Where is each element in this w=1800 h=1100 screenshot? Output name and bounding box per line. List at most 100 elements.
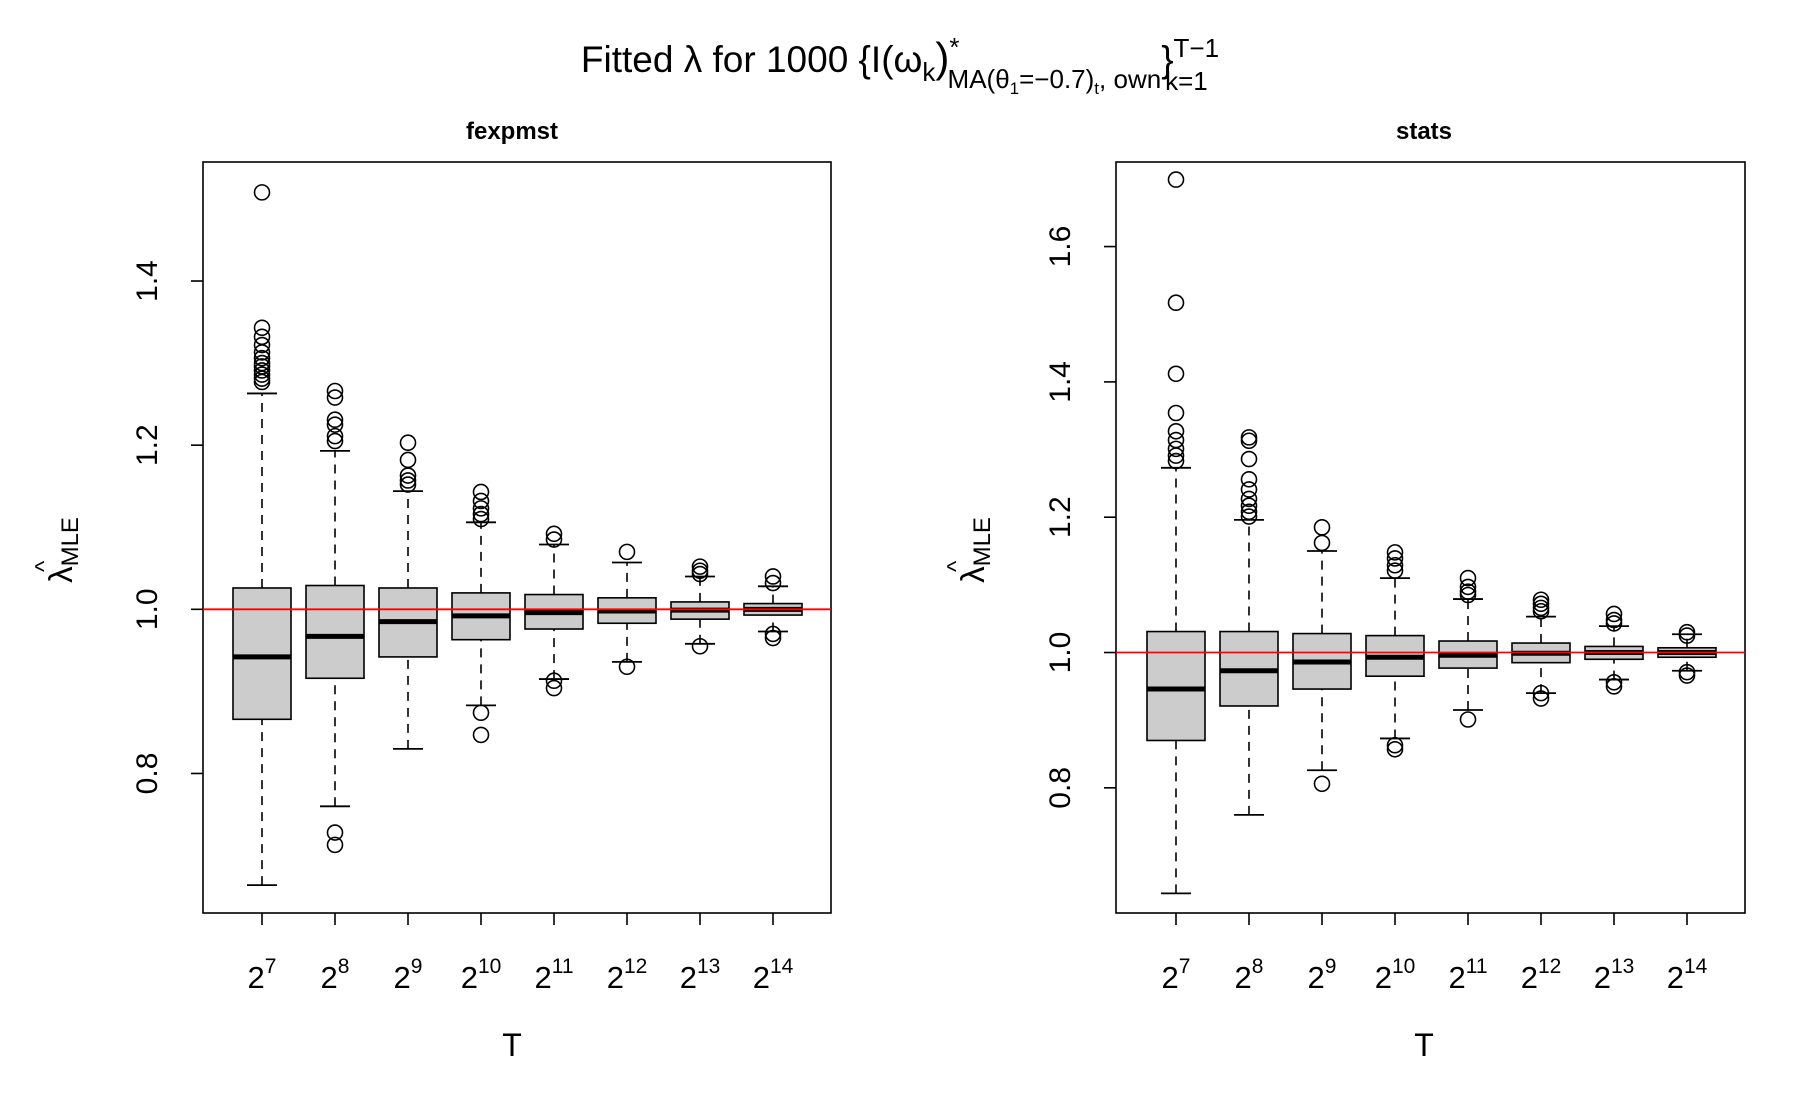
outlier-point	[545, 525, 563, 543]
outlier-point	[1240, 481, 1258, 498]
outlier-point	[1386, 550, 1404, 567]
outlier-point	[1459, 578, 1477, 596]
outlier-point	[1532, 595, 1550, 613]
panel-title-fexpmst: fexpmst	[466, 118, 558, 145]
outlier-point	[691, 637, 709, 655]
svg-text:λMLE: λMLE	[42, 517, 84, 583]
outlier-point	[1386, 736, 1404, 754]
outlier-point	[1240, 508, 1258, 525]
outlier-point	[764, 574, 782, 592]
ylabel-sub: MLE	[57, 517, 84, 566]
outlier-point	[1167, 431, 1185, 449]
outlier-point	[618, 658, 636, 676]
outlier-point	[764, 625, 782, 643]
outlier-point	[253, 349, 271, 367]
outlier-point	[253, 362, 271, 379]
ylabel-sub: MLE	[969, 517, 996, 566]
outlier-point	[399, 476, 417, 493]
panel-title-stats: stats	[1396, 118, 1452, 145]
y-tick-label: 1.4	[1044, 361, 1077, 403]
y-tick-label: 1.4	[131, 260, 164, 302]
outlier-point	[253, 184, 271, 201]
box-2^11	[1438, 569, 1498, 728]
title-t-sub: t	[1094, 79, 1099, 98]
outlier-point	[1459, 569, 1477, 587]
outlier-point	[545, 672, 563, 690]
outlier-point	[1313, 534, 1331, 552]
box-2^11	[524, 525, 584, 697]
x-tick-label: 213	[1594, 955, 1635, 995]
x-tick-label: 29	[1308, 955, 1337, 995]
outlier-point	[472, 704, 490, 722]
outlier-point	[1167, 440, 1185, 458]
outlier-point	[691, 558, 709, 575]
y-tick-label: 0.8	[131, 753, 164, 795]
box-2^8	[1219, 429, 1279, 816]
panel-stats: stats λMLE ^ T 0.8 1.0 1.2 1.4 1.6 27 28 29 210 2…	[943, 118, 1746, 1063]
outlier-point	[326, 427, 344, 445]
outlier-point	[253, 344, 271, 361]
x-tick-label: 211	[534, 955, 573, 995]
plot-area-stats: 0.8 1.0 1.2 1.4 1.6 27 28 29 210 211 212 213 214	[1044, 161, 1746, 995]
outlier-point	[472, 726, 490, 744]
outlier-point	[472, 492, 490, 510]
outlier-point	[1313, 519, 1331, 536]
ylabel-stats: λMLE ^	[943, 517, 996, 583]
x-tick-label: 27	[1162, 955, 1191, 995]
box-2^7	[1146, 171, 1206, 895]
outlier-point	[764, 568, 782, 585]
outlier-point	[1386, 556, 1404, 574]
y-tick-label: 1.2	[1044, 496, 1077, 538]
outlier-point	[1386, 544, 1404, 561]
plot-area-fexpmst: 0.8 1.0 1.2 1.4 27 28 29 210 211 212 213 214	[131, 161, 832, 995]
outlier-point	[618, 543, 636, 561]
outlier-point	[1240, 503, 1258, 521]
outlier-point	[1459, 586, 1477, 604]
outlier-point	[326, 382, 344, 400]
outlier-point	[1240, 432, 1258, 450]
x-tick-label: 213	[680, 955, 721, 995]
outlier-point	[1532, 690, 1550, 707]
iqr-box	[1146, 630, 1206, 742]
box-2^7	[232, 184, 292, 886]
outlier-point	[1167, 404, 1185, 422]
outlier-point	[399, 472, 417, 489]
title-ma: MA(θ	[948, 64, 1010, 94]
outlier-point	[253, 336, 271, 354]
outlier-point	[253, 373, 271, 391]
title-star: *	[949, 32, 959, 62]
outlier-point	[1678, 623, 1696, 641]
outlier-point	[1386, 740, 1404, 758]
title-prefix: Fitted λ for 1000 {I(ω	[581, 39, 923, 80]
outlier-point	[1167, 365, 1185, 383]
x-tick-label: 28	[321, 955, 350, 995]
box-2^13	[1584, 605, 1644, 695]
ylabel-hat: ^	[31, 560, 58, 572]
outlier-point	[326, 389, 344, 406]
outlier-point	[1532, 602, 1550, 620]
box-2^13	[670, 558, 730, 655]
outlier-point	[1167, 452, 1185, 470]
outlier-point	[1167, 294, 1185, 312]
plot-frame	[1115, 161, 1746, 914]
outlier-point	[1240, 429, 1258, 446]
title-theta-sub: 1	[1010, 79, 1019, 98]
box-2^14	[1657, 623, 1717, 684]
outlier-point	[399, 434, 417, 452]
outlier-point	[1167, 447, 1185, 464]
xlabel-stats: T	[1414, 1027, 1434, 1063]
x-tick-label: 212	[607, 955, 648, 995]
outlier-point	[472, 510, 490, 528]
x-tick-label: 214	[1667, 955, 1708, 995]
y-tick-label: 1.2	[131, 424, 164, 466]
outlier-point	[472, 483, 490, 501]
y-tick-label: 1.0	[131, 588, 164, 630]
outlier-point	[326, 836, 344, 854]
box-2^14	[743, 568, 803, 647]
box-2^12	[597, 543, 657, 676]
iqr-box	[232, 587, 292, 721]
title-omega-sub: k	[922, 57, 936, 87]
outlier-point	[1240, 450, 1258, 468]
outlier-point	[1532, 684, 1550, 702]
outlier-point	[691, 565, 709, 583]
